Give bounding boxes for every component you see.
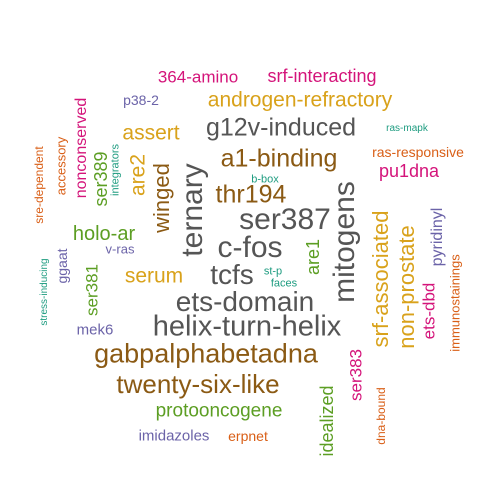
cloud-word: androgen-refractory: [207, 88, 393, 112]
cloud-word: ggaat: [54, 248, 70, 284]
cloud-word: assert: [122, 121, 180, 145]
cloud-word: stress-inducing: [39, 258, 50, 326]
cloud-word: ser387: [239, 203, 331, 236]
cloud-word: twenty-six-like: [116, 369, 280, 399]
cloud-word: are2: [126, 153, 150, 197]
cloud-word: b-box: [251, 173, 279, 186]
cloud-word: ras-responsive: [372, 144, 464, 160]
cloud-word: idealized: [317, 385, 337, 457]
cloud-word: st-p: [263, 265, 283, 278]
cloud-word: srf-interacting: [267, 66, 377, 86]
cloud-word: ternary: [176, 163, 209, 257]
cloud-word: gabpalphabetadna: [94, 338, 318, 369]
cloud-word: protooncogene: [155, 400, 283, 422]
cloud-word: helix-turn-helix: [152, 310, 342, 343]
cloud-word: p38-2: [123, 92, 159, 108]
cloud-word: immunostainings: [447, 254, 463, 352]
cloud-word: dna-bound: [374, 387, 388, 445]
cloud-word: c-fos: [217, 231, 283, 264]
cloud-word: thr194: [215, 180, 287, 209]
cloud-word: ser383: [346, 349, 366, 401]
cloud-word: erpnet: [228, 428, 268, 444]
cloud-word: accessory: [53, 136, 69, 196]
cloud-word: pyridinyl: [429, 207, 446, 267]
cloud-word: mek6: [76, 321, 114, 339]
cloud-word: v-ras: [105, 241, 135, 257]
cloud-word: non-prostate: [394, 225, 419, 349]
cloud-word: integrators: [109, 144, 122, 196]
cloud-word: sre-dependent: [32, 146, 46, 224]
cloud-word: ser389: [91, 151, 111, 207]
cloud-word: imidazoles: [138, 427, 210, 445]
cloud-word: mitogens: [328, 181, 361, 303]
cloud-word: tcfs: [210, 259, 254, 290]
cloud-word: ser381: [82, 264, 102, 316]
cloud-word: a1-binding: [220, 144, 338, 173]
cloud-word: pu1dna: [378, 161, 440, 181]
cloud-word: 364-amino: [157, 67, 239, 87]
cloud-word: nonconserved: [73, 97, 90, 199]
cloud-word: are1: [303, 238, 323, 276]
cloud-word: ets-dbd: [419, 282, 439, 340]
cloud-word: ets-domain: [175, 286, 315, 317]
cloud-word: winged: [149, 163, 174, 233]
cloud-word: srf-associated: [368, 210, 393, 348]
cloud-word: g12v-induced: [205, 113, 357, 142]
cloud-word: serum: [124, 264, 184, 288]
cloud-word: holo-ar: [72, 223, 136, 245]
cloud-word: ras-mapk: [386, 123, 428, 134]
cloud-word: faces: [270, 277, 298, 290]
